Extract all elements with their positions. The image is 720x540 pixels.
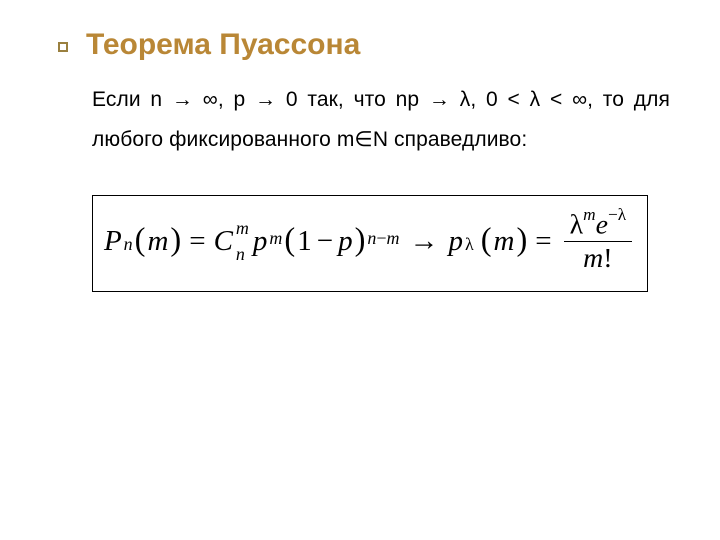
- slide-title: Теорема Пуассона: [86, 28, 360, 62]
- num-e-minus: −: [608, 205, 618, 224]
- exp-minus: −: [376, 228, 386, 248]
- formula-container: Pn(m) = Cmn pm (1−p)n−m → pλ(m) = λme−λ: [92, 195, 648, 293]
- C-sub-n: n: [236, 246, 249, 263]
- formula-box: Pn(m) = Cmn pm (1−p)n−m → pλ(m) = λme−λ: [92, 195, 648, 293]
- lparen-3: (: [481, 222, 492, 259]
- arg-m-2: m: [494, 225, 515, 258]
- sym-p: p: [253, 225, 268, 258]
- C-subsup: mn: [236, 225, 249, 259]
- equals-1: =: [189, 225, 205, 258]
- sub-lambda: λ: [465, 234, 474, 255]
- numerator: λme−λ: [564, 209, 632, 240]
- title-row: Теорема Пуассона: [58, 28, 676, 62]
- denominator: m!: [577, 244, 618, 273]
- rparen-2: ): [355, 222, 366, 259]
- one: 1: [297, 225, 312, 258]
- title-bullet-icon: [58, 42, 68, 52]
- rparen-1: ): [170, 222, 181, 259]
- sub-n: n: [124, 234, 133, 255]
- den-fact: !: [603, 243, 612, 274]
- p-sup-m: m: [269, 228, 282, 249]
- rparen-3: ): [516, 222, 527, 259]
- C-sup-m: m: [236, 220, 249, 237]
- fraction: λme−λ m!: [564, 209, 632, 273]
- num-lambda: λ: [570, 209, 584, 240]
- equals-2: =: [535, 225, 551, 258]
- num-e-sup: −λ: [608, 205, 626, 224]
- exp-n: n: [367, 228, 376, 248]
- fraction-bar: [564, 241, 632, 242]
- num-e: e: [596, 209, 608, 240]
- minus-1: −: [317, 225, 333, 258]
- sym-p2: p: [338, 225, 353, 258]
- den-m: m: [583, 243, 603, 274]
- arrow-icon: →: [409, 225, 438, 258]
- sym-P: P: [104, 225, 122, 258]
- arg-m-1: m: [147, 225, 168, 258]
- sym-p3: p: [448, 225, 463, 258]
- poisson-formula: Pn(m) = Cmn pm (1−p)n−m → pλ(m) = λme−λ: [104, 210, 636, 274]
- lparen-1: (: [135, 222, 146, 259]
- theorem-statement: Если n → ∞, p → 0 так, что np → λ, 0 < λ…: [44, 80, 676, 161]
- slide: Теорема Пуассона Если n → ∞, p → 0 так, …: [0, 0, 720, 540]
- num-lambda-sup: m: [583, 205, 595, 224]
- exp-m: m: [387, 228, 400, 248]
- sym-C: C: [214, 225, 233, 258]
- num-e-lambda: λ: [618, 205, 626, 224]
- lparen-2: (: [284, 222, 295, 259]
- exp-n-minus-m: n−m: [367, 228, 399, 249]
